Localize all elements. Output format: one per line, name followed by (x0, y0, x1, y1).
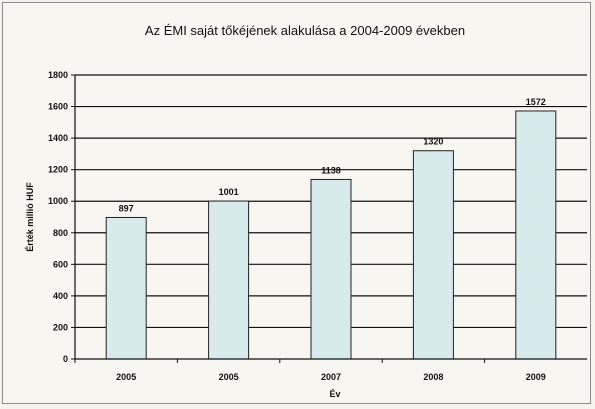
y-tick-label: 200 (53, 322, 68, 332)
y-axis-label: Érték millió HUF (25, 182, 35, 252)
bar (105, 216, 147, 360)
bars (105, 110, 557, 360)
data-label: 1138 (321, 165, 341, 175)
bar (208, 200, 250, 360)
chart-frame: Az ÉMI saját tőkéjének alakulása a 2004-… (2, 2, 591, 404)
bar-chart: Az ÉMI saját tőkéjének alakulása a 2004-… (25, 23, 587, 399)
bar (412, 150, 454, 360)
x-tick-label: 2009 (526, 372, 546, 382)
bar (310, 178, 352, 360)
chart-title: Az ÉMI saját tőkéjének alakulása a 2004-… (145, 23, 465, 38)
y-tick-label: 1200 (48, 165, 68, 175)
x-tick-label: 2005 (116, 372, 136, 382)
x-tick-label: 2008 (423, 372, 443, 382)
data-label: 1572 (526, 97, 546, 107)
data-label: 1320 (423, 137, 443, 147)
y-tick-label: 0 (63, 354, 68, 364)
x-tick-label: 2005 (219, 372, 239, 382)
y-tick-label: 1600 (48, 102, 68, 112)
bar (515, 110, 557, 360)
y-tick-label: 800 (53, 228, 68, 238)
data-labels: 897 1001 1138 1320 1572 (119, 97, 546, 213)
x-tick-labels: 2005 2005 2007 2008 2009 (116, 372, 546, 382)
y-tick-label: 1800 (48, 70, 68, 80)
y-tick-label: 400 (53, 291, 68, 301)
x-axis-label: Év (329, 389, 340, 399)
y-tick-label: 1000 (48, 196, 68, 206)
x-tick-label: 2007 (321, 372, 341, 382)
data-label: 1001 (219, 187, 239, 197)
y-tick-label: 600 (53, 259, 68, 269)
y-tick-label: 1400 (48, 133, 68, 143)
data-label: 897 (119, 203, 134, 213)
y-tick-labels: 0 200 400 600 800 1000 1200 1400 1600 1800 (48, 70, 68, 364)
